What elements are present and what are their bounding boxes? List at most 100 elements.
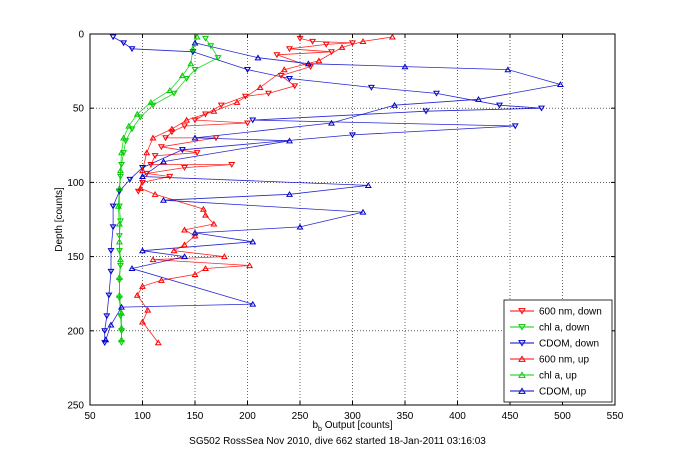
data-point-cdom-down: [103, 313, 111, 320]
data-point-cdom-up: [139, 247, 146, 254]
data-point-600-nm-up: [139, 318, 146, 325]
data-point-600-nm-up: [181, 226, 188, 233]
data-point-600-nm-up: [183, 116, 191, 123]
legend-marker: [518, 387, 526, 394]
data-point-cdom-down: [115, 188, 123, 195]
data-point-600-nm-down: [309, 38, 317, 45]
legend-label: CDOM, down: [539, 339, 599, 350]
x-tick-label: 300: [344, 411, 361, 422]
data-point-cdom-down: [105, 292, 113, 299]
data-point-cdom-down: [422, 108, 430, 115]
data-point-chl-a-down: [118, 340, 125, 346]
data-point-chl-a-down: [214, 55, 222, 62]
series-line-cdom-up: [105, 42, 561, 340]
data-point-600-nm-up: [168, 125, 176, 132]
data-point-chl-a-up: [133, 110, 141, 117]
data-point-600-nm-down: [265, 90, 272, 97]
data-point-600-nm-up: [136, 185, 144, 191]
data-point-cdom-down: [511, 123, 519, 130]
data-point-cdom-up: [102, 336, 110, 343]
data-point-600-nm-down: [244, 120, 251, 127]
data-point-600-nm-down: [228, 162, 236, 168]
legend-entry-cdom-up: CDOM, up: [510, 387, 587, 398]
data-point-cdom-down: [139, 164, 146, 171]
data-point-600-nm-up: [181, 241, 188, 248]
data-point-chl-a-up: [118, 336, 125, 343]
x-axis-label-rest: Output [counts]: [322, 420, 393, 431]
legend-entry-chl-a-down: chl a, down: [510, 323, 590, 334]
data-point-chl-a-up: [187, 60, 195, 67]
x-tick-label: 100: [134, 411, 151, 422]
data-point-chl-a-up: [166, 87, 174, 93]
y-tick-label: 250: [67, 401, 84, 412]
data-point-chl-a-up: [116, 167, 124, 174]
data-point-600-nm-down: [139, 179, 146, 186]
data-point-600-nm-up: [191, 232, 199, 239]
data-point-chl-a-down: [183, 75, 191, 82]
data-point-chl-a-up: [189, 45, 197, 52]
data-point-600-nm-down: [322, 41, 330, 48]
data-point-600-nm-down: [143, 170, 151, 177]
y-axis-ticks: 0 50 100 150 200 250: [67, 30, 615, 412]
data-point-chl-a-up: [115, 274, 123, 280]
x-tick-label: 150: [187, 411, 204, 422]
data-point-600-nm-up: [139, 282, 146, 289]
data-point-600-nm-down: [147, 162, 155, 168]
data-point-cdom-up: [286, 137, 293, 144]
data-point-cdom-down: [538, 105, 545, 112]
y-tick-label: 50: [73, 104, 85, 115]
data-point-cdom-down: [107, 248, 115, 254]
data-point-600-nm-up: [388, 33, 396, 40]
data-point-chl-a-down: [115, 277, 123, 284]
data-point-chl-a-down: [136, 114, 144, 121]
data-point-600-nm-up: [202, 265, 209, 272]
data-point-cdom-up: [118, 303, 125, 310]
data-point-chl-a-up: [115, 220, 123, 227]
data-point-cdom-down: [249, 117, 257, 124]
y-axis-label: Depth [counts]: [54, 187, 65, 252]
data-point-cdom-down: [367, 84, 375, 91]
data-point-cdom-down: [126, 176, 134, 183]
data-point-600-nm-up: [143, 149, 151, 156]
data-points: [101, 33, 564, 346]
legend: 600 nm, down chl a, down CDOM, down 600 nm,…: [503, 299, 613, 403]
data-point-cdom-up: [191, 39, 199, 46]
data-point-chl-a-up: [118, 149, 125, 156]
data-point-cdom-down: [109, 224, 117, 231]
legend-label: 600 nm, down: [539, 307, 602, 318]
x-axis-label-main: b: [312, 420, 318, 431]
data-point-600-nm-up: [220, 253, 228, 260]
data-point-600-nm-up: [191, 271, 199, 277]
data-point-cdom-down: [349, 132, 356, 139]
data-point-cdom-down: [101, 328, 109, 335]
data-point-600-nm-up: [144, 306, 152, 313]
data-point-cdom-up: [328, 119, 335, 126]
data-point-cdom-up: [296, 223, 304, 230]
legend-marker: [518, 324, 526, 331]
data-point-cdom-up: [249, 238, 257, 245]
data-point-600-nm-down: [181, 164, 188, 171]
x-tick-label: 550: [607, 411, 624, 422]
data-point-cdom-down: [496, 102, 503, 109]
data-point-cdom-up: [475, 95, 482, 102]
data-point-chl-a-up: [125, 122, 133, 129]
data-point-600-nm-up: [210, 220, 218, 227]
profile-lines: [104, 36, 561, 343]
data-point-600-nm-down: [273, 52, 281, 59]
data-point-chl-a-up: [116, 256, 124, 263]
data-point-cdom-down: [189, 49, 197, 56]
data-point-600-nm-up: [246, 262, 254, 269]
data-point-600-nm-up: [210, 107, 218, 114]
legend-entry-600-nm-down: 600 nm, down: [510, 307, 602, 318]
data-point-cdom-up: [128, 265, 136, 272]
data-point-chl-a-up: [115, 291, 123, 298]
data-point-cdom-down: [109, 203, 117, 210]
data-point-600-nm-down: [191, 117, 199, 124]
legend-marker: [518, 308, 526, 315]
data-point-cdom-up: [191, 229, 199, 236]
data-point-chl-a-down: [128, 126, 136, 133]
data-point-cdom-down: [101, 340, 109, 346]
data-point-600-nm-up: [154, 339, 162, 346]
data-point-chl-a-down: [115, 248, 123, 254]
